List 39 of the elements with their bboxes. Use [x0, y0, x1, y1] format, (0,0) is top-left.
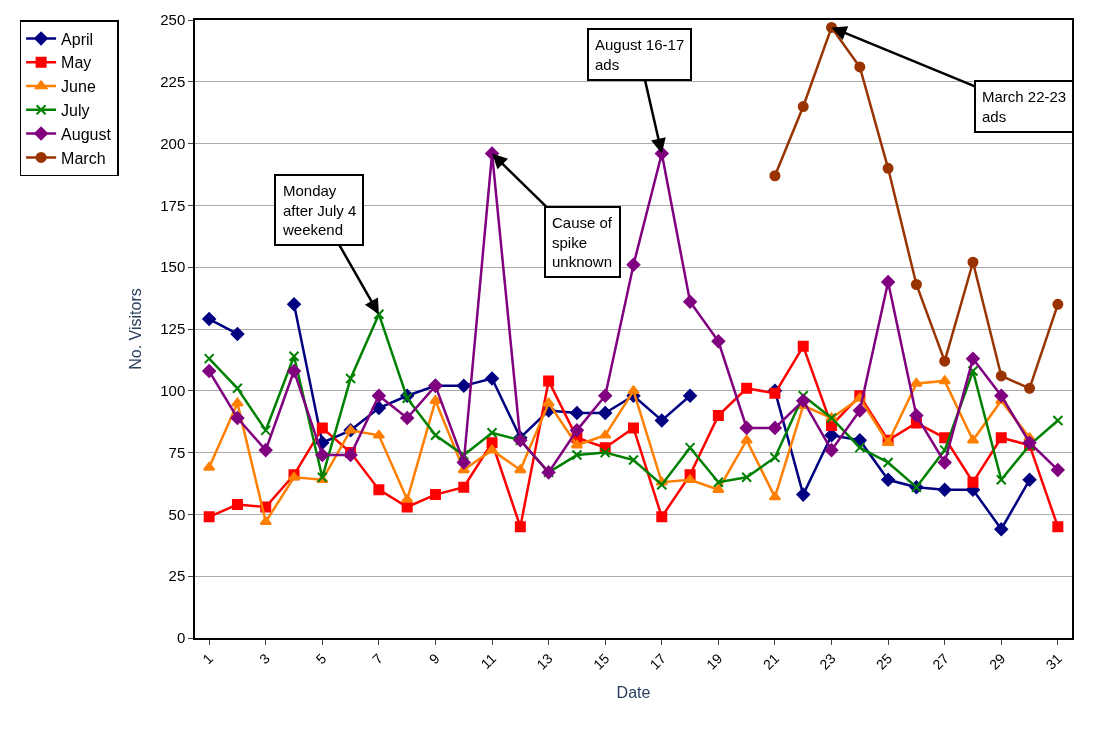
x-tick-label: 11	[477, 650, 500, 672]
x-tick-label: 27	[929, 650, 952, 673]
x-tick-label: 21	[759, 650, 783, 673]
y-tick-label: 175	[160, 196, 186, 214]
x-axis-title: Date	[616, 683, 651, 701]
y-tick-label: 225	[160, 73, 186, 91]
y-tick-label: 250	[160, 11, 186, 29]
annotation: Monday after July 4 weekend	[282, 182, 357, 238]
y-tick-label: 75	[168, 443, 186, 461]
legend-label: April	[61, 30, 94, 48]
x-tick-label: 17	[646, 650, 670, 673]
legend-label: August	[61, 125, 112, 143]
x-tick-label: 31	[1042, 650, 1066, 673]
legend-label: May	[61, 54, 92, 72]
x-tick-label: 23	[816, 650, 839, 673]
x-tick-label: 7	[369, 650, 387, 668]
legend-label: March	[61, 149, 106, 167]
annotation: August 16-17 ads	[595, 36, 685, 73]
y-tick-label: 25	[168, 567, 186, 585]
y-axis-title: No. Visitors	[126, 288, 144, 370]
x-tick-label: 3	[255, 650, 273, 668]
annotation: March 22-23 ads	[982, 88, 1067, 125]
x-tick-label: 29	[986, 650, 1009, 673]
annotation: Cause of spike unknown	[552, 214, 613, 270]
legend-label: June	[61, 78, 96, 96]
x-tick-label: 15	[589, 650, 613, 673]
x-tick-label: 19	[703, 650, 726, 673]
y-tick-label: 100	[160, 382, 186, 400]
y-tick-label: 50	[168, 505, 186, 523]
x-tick-label: 1	[199, 650, 217, 668]
x-tick-label: 9	[425, 650, 443, 668]
x-tick-label: 25	[872, 650, 896, 673]
y-tick-label: 150	[160, 258, 186, 276]
y-tick-label: 0	[176, 629, 186, 647]
y-tick-label: 125	[160, 320, 186, 338]
y-tick-label: 200	[160, 134, 186, 152]
legend-label: July	[61, 102, 90, 120]
x-tick-label: 13	[533, 650, 556, 673]
x-tick-label: 5	[312, 650, 330, 668]
